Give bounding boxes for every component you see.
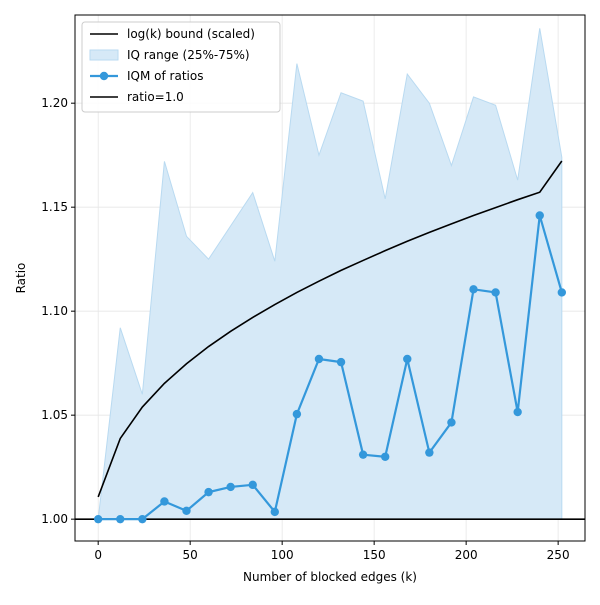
iqm-point <box>204 487 213 497</box>
iqm-point <box>116 514 125 524</box>
axes-layer: 0 50 100 150 200 250 1.00 1.05 1.10 1.15 1.20 <box>41 14 586 562</box>
legend-box <box>81 21 281 113</box>
iqm-line <box>98 214 563 521</box>
iqm-point <box>358 450 368 459</box>
legend-label: IQM of ratios <box>127 69 203 83</box>
legend-label: IQ range (25%-75%) <box>127 48 250 62</box>
iqm-point <box>160 497 169 506</box>
x-tick-label: 100 <box>271 548 294 562</box>
iqm-point <box>93 514 103 524</box>
y-tick-label: 1.20 <box>41 96 68 110</box>
iqm-point <box>270 507 280 517</box>
plot-frame <box>74 14 586 542</box>
y-axis-label: Ratio <box>14 263 28 294</box>
lines-layer <box>75 160 585 521</box>
legend-swatch <box>89 49 119 61</box>
iqm-point <box>314 354 324 364</box>
legend: log(k) bound (scaled) IQ range (25%-75%) I… <box>81 21 281 113</box>
y-tick-label: 1.10 <box>41 304 68 318</box>
iqm-point <box>513 407 522 417</box>
x-tick-label: 250 <box>547 548 570 562</box>
y-tick-label: 1.00 <box>41 512 68 526</box>
legend-item: IQ range (25%-75%) <box>89 48 250 62</box>
x-tick-label: 150 <box>363 548 386 562</box>
iqm-point <box>248 480 257 490</box>
legend-item: ratio=1.0 <box>90 90 184 104</box>
x-tick-label: 0 <box>94 548 102 562</box>
iqm-point <box>447 418 456 427</box>
iqm-point <box>380 452 390 461</box>
iqm-point <box>469 285 478 294</box>
iqm-point <box>182 506 191 516</box>
iqm-point <box>535 211 544 220</box>
y-tick-label: 1.15 <box>41 200 68 214</box>
iqm-point <box>292 409 302 419</box>
iqm-point <box>226 482 235 492</box>
legend-label: ratio=1.0 <box>127 90 184 104</box>
iqm-point <box>425 448 434 457</box>
x-tick-label: 200 <box>455 548 478 562</box>
legend-item: IQM of ratios <box>90 69 203 83</box>
iqm-point <box>138 514 147 524</box>
markers-layer <box>93 211 567 524</box>
legend-item: log(k) bound (scaled) <box>90 27 255 41</box>
legend-marker <box>99 71 109 81</box>
iqm-point <box>336 357 346 367</box>
iqm-point <box>403 354 412 364</box>
legend-label: log(k) bound (scaled) <box>127 27 255 41</box>
y-tick-label: 1.05 <box>41 408 68 422</box>
iqm-point <box>557 288 567 297</box>
x-tick-label: 50 <box>183 548 198 562</box>
iqm-point <box>491 288 500 297</box>
log-bound-line <box>97 160 563 498</box>
x-axis-label: Number of blocked edges (k) <box>243 570 417 584</box>
